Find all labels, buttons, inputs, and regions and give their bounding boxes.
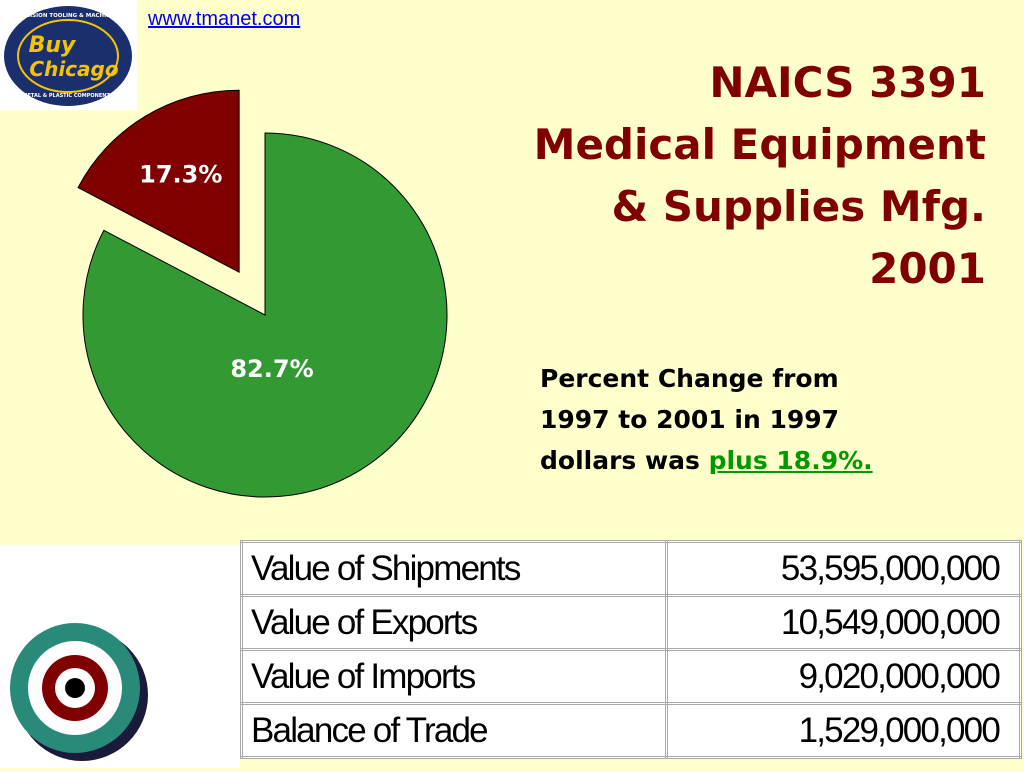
logo-top: PRECISION TOOLING & MACHINING bbox=[14, 13, 122, 19]
title-line: Medical Equipment bbox=[533, 120, 986, 169]
row-value: 53,595,000,000 bbox=[665, 540, 1022, 597]
data-table: Value of Shipments 53,595,000,000 Value o… bbox=[239, 540, 1022, 759]
title-line: & Supplies Mfg. bbox=[611, 182, 986, 231]
table-row: Value of Imports 9,020,000,000 bbox=[239, 648, 1022, 705]
logo: PRECISION TOOLING & MACHINING Buy Chicag… bbox=[0, 0, 137, 110]
corner-panel bbox=[0, 545, 240, 768]
table-row: Balance of Trade 1,529,000,000 bbox=[239, 702, 1022, 759]
row-label: Balance of Trade bbox=[239, 702, 669, 759]
logo-ellipse bbox=[4, 6, 132, 106]
row-label: Value of Imports bbox=[239, 648, 669, 705]
logo-bottom: METAL & PLASTIC COMPONENTS bbox=[23, 93, 114, 99]
title-line: NAICS 3391 bbox=[709, 58, 986, 107]
row-label: Value of Shipments bbox=[239, 540, 669, 597]
note: Percent Change from 1997 to 2001 in 1997… bbox=[540, 358, 873, 481]
table-row: Value of Shipments 53,595,000,000 bbox=[239, 540, 1022, 597]
target-icon bbox=[10, 623, 148, 761]
title: NAICS 3391 Medical Equipment & Supplies … bbox=[534, 52, 986, 300]
row-value: 1,529,000,000 bbox=[665, 702, 1022, 759]
note-text: dollars was bbox=[540, 446, 700, 475]
logo-brand: Buy bbox=[29, 33, 77, 58]
slice-label: 82.7% bbox=[230, 355, 313, 383]
pie-chart: 17.3% 82.7% bbox=[77, 89, 448, 498]
target-center bbox=[65, 678, 85, 698]
table-row: Value of Exports 10,549,000,000 bbox=[239, 594, 1022, 651]
logo-ring bbox=[17, 19, 119, 93]
note-line: 1997 to 2001 in 1997 bbox=[540, 405, 840, 434]
note-line: Percent Change from bbox=[540, 364, 839, 393]
logo-brand: Chicago bbox=[29, 57, 118, 81]
link[interactable]: www.tmanet.com bbox=[148, 8, 301, 30]
row-label: Value of Exports bbox=[239, 594, 669, 651]
pie-slice bbox=[82, 132, 448, 498]
logo-graphic: PRECISION TOOLING & MACHINING Buy Chicag… bbox=[4, 6, 132, 106]
note-highlight: plus 18.9%. bbox=[708, 446, 873, 475]
title-line: 2001 bbox=[869, 244, 986, 293]
row-value: 9,020,000,000 bbox=[665, 648, 1022, 705]
row-value: 10,549,000,000 bbox=[665, 594, 1022, 651]
slice-label: 17.3% bbox=[139, 161, 222, 189]
pie-slice bbox=[77, 89, 240, 274]
note-line: dollars was plus 18.9%. bbox=[540, 440, 873, 481]
